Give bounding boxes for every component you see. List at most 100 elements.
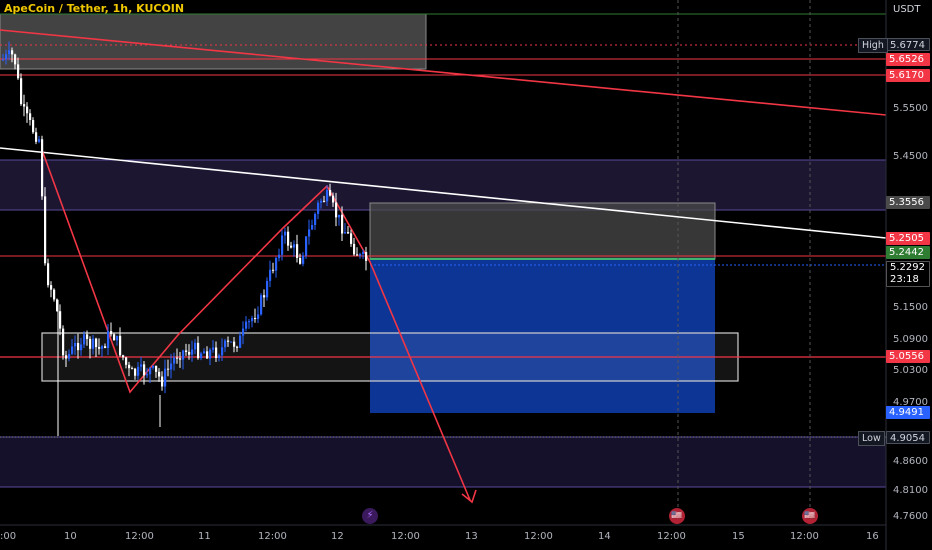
price-label: 4.9700	[893, 397, 928, 408]
candle-body	[197, 342, 200, 359]
candle-body	[341, 214, 344, 234]
candle-body	[272, 269, 275, 271]
candle-body	[275, 258, 278, 271]
candle-body	[311, 225, 314, 230]
price-label: 5.4500	[893, 151, 928, 162]
candle-body	[182, 350, 185, 360]
candle-body	[185, 350, 188, 352]
candle-body	[332, 195, 335, 203]
candle-body	[146, 374, 149, 376]
candle-body	[260, 295, 263, 315]
time-label: 15	[732, 531, 745, 542]
candle-body	[248, 321, 251, 323]
candle-body	[317, 202, 320, 214]
candle-body	[356, 254, 359, 256]
candle-body	[113, 334, 116, 341]
time-label: 10	[64, 531, 77, 542]
candle-body	[98, 347, 101, 349]
candle-body	[353, 243, 356, 255]
low-label: Low	[858, 431, 885, 446]
currency-label[interactable]: USDT	[893, 4, 921, 15]
candle-body	[263, 295, 266, 298]
supply-box[interactable]	[0, 13, 427, 70]
candle-body	[140, 364, 143, 367]
candle-body	[200, 353, 203, 359]
candle-body	[11, 50, 14, 55]
candle-body	[257, 314, 260, 319]
candle-body	[50, 285, 53, 290]
us-flag-event-icon[interactable]: 🇺🇸	[802, 508, 818, 524]
candle-body	[155, 365, 158, 372]
support-zone	[0, 437, 886, 487]
candle-body	[68, 353, 71, 359]
candle-body	[44, 196, 47, 264]
candle-body	[110, 331, 113, 335]
projection-path[interactable]	[41, 149, 471, 501]
time-label: 12:00	[790, 531, 819, 542]
candle-body	[245, 321, 248, 329]
candle-body	[242, 328, 245, 336]
candle-body	[215, 347, 218, 359]
candle-body	[218, 355, 221, 359]
candle-body	[77, 342, 80, 351]
candle-body	[128, 364, 131, 369]
candle-body	[125, 357, 128, 365]
candle-body	[326, 190, 329, 202]
position-target-area[interactable]	[370, 259, 715, 413]
candle-body	[20, 78, 23, 105]
price-label: 4.7600	[893, 511, 928, 522]
candle-body	[320, 200, 323, 203]
candle-body	[347, 232, 350, 234]
descending-trendline[interactable]	[0, 29, 887, 116]
candle-body	[32, 120, 35, 133]
candle-body	[269, 269, 272, 281]
entry-level-tag: 5.2442	[886, 246, 930, 259]
candle-body	[296, 244, 299, 259]
white-trendline[interactable]	[0, 147, 887, 239]
chart-title: ApeCoin / Tether, 1h, KUCOIN	[4, 2, 185, 15]
candle-body	[230, 341, 233, 343]
candle-body	[335, 202, 338, 218]
candle-body	[365, 252, 368, 261]
candle-body	[158, 371, 161, 377]
time-label: 12:00	[524, 531, 553, 542]
candle-body	[254, 318, 257, 320]
candle-body	[137, 366, 140, 376]
price-label: 5.5500	[893, 103, 928, 114]
low-price-tag: 4.9054	[886, 431, 930, 444]
candle-body	[308, 229, 311, 237]
candle-body	[212, 347, 215, 350]
us-flag-event-icon[interactable]: 🇺🇸	[669, 508, 685, 524]
candle-body	[83, 334, 86, 345]
high-price-tag: 5.6774	[886, 38, 930, 51]
level-tag: 5.6170	[886, 69, 930, 82]
candle-body	[290, 245, 293, 248]
time-label: 12	[331, 531, 344, 542]
price-label: 5.0900	[893, 334, 928, 345]
time-label: 11	[198, 531, 211, 542]
lightning-event-icon[interactable]: ⚡	[362, 508, 378, 524]
candle-body	[179, 358, 182, 360]
candle-body	[194, 342, 197, 350]
candle-body	[101, 346, 104, 349]
candle-body	[47, 263, 50, 286]
candle-body	[338, 214, 341, 218]
high-label: High	[858, 38, 888, 53]
candle-body	[314, 213, 317, 226]
candle-body	[149, 367, 152, 375]
candle-body	[17, 64, 20, 79]
candle-body	[170, 363, 173, 370]
candle-body	[278, 254, 281, 259]
position-stop-area[interactable]	[369, 202, 716, 260]
resistance-zone	[0, 160, 886, 210]
price-label: 5.1500	[893, 302, 928, 313]
candle-body	[206, 351, 209, 359]
candle-body	[227, 340, 230, 342]
target-level-tag: 4.9491	[886, 406, 930, 419]
candle-body	[116, 335, 119, 341]
candle-body	[131, 368, 134, 370]
time-label: :00	[0, 531, 17, 542]
candle-body	[8, 50, 11, 55]
